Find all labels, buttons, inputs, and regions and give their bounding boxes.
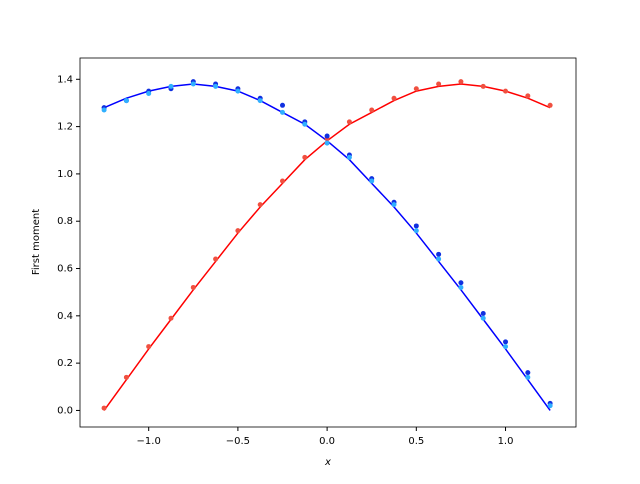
data-point: [413, 86, 419, 92]
data-point: [324, 133, 330, 139]
plot-frame: [79, 57, 577, 428]
x-tick-label: 0.5: [408, 436, 424, 447]
y-tick-label: 0.4: [57, 311, 73, 322]
data-point: [547, 403, 553, 409]
data-point: [391, 95, 397, 101]
data-point: [458, 280, 464, 286]
data-point: [503, 339, 509, 345]
data-point: [213, 256, 219, 262]
x-axis-label: x: [324, 457, 331, 468]
data-point: [123, 374, 129, 380]
data-point: [101, 107, 107, 113]
data-point: [369, 178, 375, 184]
data-point: [324, 140, 330, 146]
data-point: [480, 83, 486, 89]
data-point: [547, 102, 553, 108]
y-tick-label: 0.2: [57, 358, 73, 369]
data-point: [235, 88, 241, 94]
series-line: [103, 83, 551, 411]
data-point: [257, 98, 263, 104]
data-point: [480, 315, 486, 321]
x-tick-label: −0.5: [226, 436, 250, 447]
data-point: [436, 81, 442, 87]
data-point: [413, 228, 419, 234]
data-point: [458, 284, 464, 290]
x-tick-label: 0.0: [319, 436, 335, 447]
data-point: [369, 107, 375, 113]
data-point: [525, 374, 531, 380]
data-point: [436, 251, 442, 257]
data-point: [190, 81, 196, 87]
data-point: [436, 256, 442, 262]
data-point: [190, 284, 196, 290]
data-point: [146, 90, 152, 96]
x-tick-label: −1.0: [137, 436, 161, 447]
data-point: [346, 154, 352, 160]
data-point: [458, 79, 464, 85]
y-tick-label: 1.2: [57, 122, 73, 133]
y-tick-label: 1.4: [57, 74, 73, 85]
data-point: [525, 370, 531, 376]
data-point: [280, 102, 286, 108]
y-tick-label: 1.0: [57, 169, 73, 180]
data-point: [280, 109, 286, 115]
data-point: [391, 202, 397, 208]
data-point: [346, 119, 352, 125]
data-point: [213, 83, 219, 89]
data-point: [168, 83, 174, 89]
y-tick-label: 0.6: [57, 264, 73, 275]
data-point: [257, 202, 263, 208]
series-line: [103, 83, 551, 411]
y-axis-label: First moment: [31, 209, 42, 275]
data-point: [123, 98, 129, 104]
data-point: [168, 315, 174, 321]
data-point: [280, 178, 286, 184]
data-point: [503, 344, 509, 350]
y-tick-label: 0.8: [57, 216, 73, 227]
data-point: [235, 228, 241, 234]
y-tick-label: 0.0: [57, 405, 73, 416]
data-point: [101, 405, 107, 411]
data-point: [302, 154, 308, 160]
data-point: [503, 88, 509, 94]
data-point: [525, 93, 531, 99]
x-tick-label: 1.0: [498, 436, 514, 447]
data-point: [146, 344, 152, 350]
data-point: [302, 121, 308, 127]
data-point: [413, 223, 419, 229]
data-point: [480, 310, 486, 316]
